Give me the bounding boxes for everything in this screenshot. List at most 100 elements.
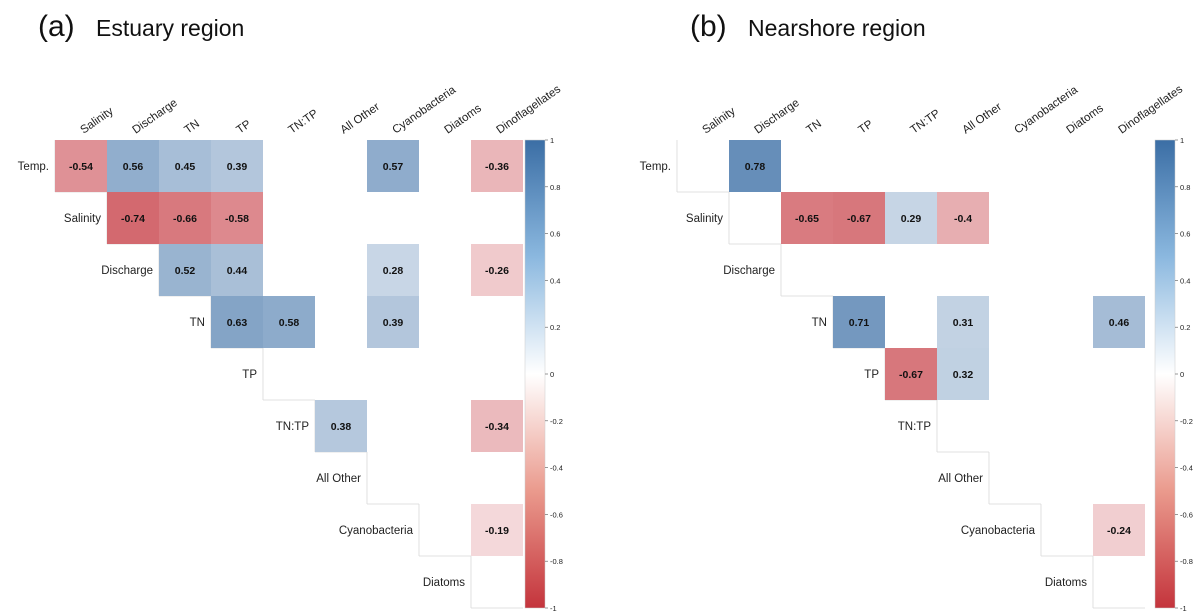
column-label: TN:TP xyxy=(908,107,942,136)
heatmap-cell xyxy=(885,348,937,400)
column-label: Salinity xyxy=(700,105,737,136)
colorbar-tick-label: -0.8 xyxy=(550,557,563,566)
colorbar-tick-label: 1 xyxy=(1180,136,1184,145)
colorbar-tick-label: 0.4 xyxy=(1180,276,1190,285)
heatmap-cell xyxy=(833,296,885,348)
row-label: TN:TP xyxy=(898,421,932,433)
cell-value-label: 0.52 xyxy=(175,265,196,277)
colorbar-tick-label: -0.2 xyxy=(550,417,563,426)
colorbar-tick-label: -0.8 xyxy=(1180,557,1193,566)
colorbar-tick-label: 1 xyxy=(550,136,554,145)
colorbar xyxy=(1154,139,1176,609)
colorbar-tick-label: 0 xyxy=(1180,370,1184,379)
cell-value-label: -0.67 xyxy=(847,213,871,225)
cell-value-label: -0.66 xyxy=(173,213,197,225)
panel-label: (a) xyxy=(38,10,75,43)
colorbar-tick-label: -0.6 xyxy=(550,510,563,519)
cell-value-label: 0.29 xyxy=(901,213,922,225)
cell-value-label: 0.78 xyxy=(745,161,766,173)
colorbar-tick-label: -1 xyxy=(1180,604,1187,613)
cell-value-label: 0.57 xyxy=(383,161,404,173)
row-label: Discharge xyxy=(101,265,153,277)
colorbar-tick-label: 0.6 xyxy=(550,230,560,239)
row-label: TN xyxy=(190,317,205,329)
cell-value-label: 0.39 xyxy=(227,161,248,173)
cell-value-label: 0.58 xyxy=(279,317,300,329)
column-label: TN xyxy=(182,118,201,137)
colorbar-tick-label: -1 xyxy=(550,604,557,613)
column-label: Discharge xyxy=(130,97,179,137)
cell-value-label: -0.36 xyxy=(485,161,509,173)
heatmap-cell xyxy=(315,400,367,452)
cell-value-label: -0.67 xyxy=(899,369,923,381)
cell-value-label: 0.56 xyxy=(123,161,144,173)
row-label: Diatoms xyxy=(1045,577,1087,589)
cell-value-label: -0.65 xyxy=(795,213,819,225)
column-label: TN xyxy=(804,118,823,137)
colorbar-tick-label: 0.8 xyxy=(1180,183,1190,192)
heatmap-cell xyxy=(159,192,211,244)
colorbar-tick-label: -0.6 xyxy=(1180,510,1193,519)
colorbar xyxy=(524,139,546,609)
cell-value-label: 0.71 xyxy=(849,317,870,329)
colorbar-tick-label: 0 xyxy=(550,370,554,379)
cell-value-label: 0.31 xyxy=(953,317,974,329)
heatmap-cell xyxy=(211,140,263,192)
column-label: TP xyxy=(856,118,875,136)
heatmap-cell xyxy=(55,140,107,192)
colorbar-tick-label: 0.2 xyxy=(1180,323,1190,332)
cell-value-label: -0.58 xyxy=(225,213,249,225)
row-label: Salinity xyxy=(64,213,101,225)
cell-value-label: 0.44 xyxy=(227,265,248,277)
colorbar-tick-label: 0.2 xyxy=(550,323,560,332)
column-label: Discharge xyxy=(752,97,801,137)
cell-value-label: -0.26 xyxy=(485,265,509,277)
heatmap-cell xyxy=(1093,296,1145,348)
row-label: All Other xyxy=(938,473,983,485)
row-label: Cyanobacteria xyxy=(339,525,414,537)
column-label: Diatoms xyxy=(1064,102,1106,136)
cell-value-label: 0.38 xyxy=(331,421,352,433)
panel-title: Nearshore region xyxy=(748,15,926,41)
heatmap-cell xyxy=(471,504,523,556)
heatmap-cell xyxy=(937,348,989,400)
column-label: TP xyxy=(234,118,253,136)
heatmap-cell xyxy=(1093,504,1145,556)
column-label: TN:TP xyxy=(286,107,320,136)
row-label: TN:TP xyxy=(276,421,310,433)
colorbar-tick-label: 0.8 xyxy=(550,183,560,192)
heatmap-cell xyxy=(781,192,833,244)
heatmap-cell xyxy=(367,296,419,348)
cell-value-label: -0.54 xyxy=(69,161,93,173)
row-label: TP xyxy=(864,369,879,381)
cell-value-label: -0.34 xyxy=(485,421,509,433)
heatmap-cell xyxy=(937,192,989,244)
column-label: Dinoflagellates xyxy=(494,83,563,136)
row-label: Temp. xyxy=(18,161,49,173)
row-label: All Other xyxy=(316,473,361,485)
colorbar-tick-label: -0.4 xyxy=(550,464,563,473)
heatmap-cell xyxy=(729,140,781,192)
row-label: TN xyxy=(812,317,827,329)
cell-value-label: 0.63 xyxy=(227,317,248,329)
heatmap-cell xyxy=(107,192,159,244)
heatmap-cell xyxy=(885,192,937,244)
cell-value-label: 0.46 xyxy=(1109,317,1130,329)
heatmap-cell xyxy=(159,140,211,192)
cell-value-label: -0.24 xyxy=(1107,525,1131,537)
heatmap-cell xyxy=(107,140,159,192)
heatmap-cell xyxy=(471,400,523,452)
heatmap-cell xyxy=(471,244,523,296)
colorbar-tick-label: 0.6 xyxy=(1180,230,1190,239)
colorbar-tick-label: -0.2 xyxy=(1180,417,1193,426)
heatmap-cell xyxy=(211,244,263,296)
cell-value-label: 0.28 xyxy=(383,265,404,277)
heatmap-cell xyxy=(367,244,419,296)
cell-value-label: -0.4 xyxy=(954,213,972,225)
column-label: All Other xyxy=(338,101,382,137)
heatmap-cell xyxy=(833,192,885,244)
cell-value-label: 0.39 xyxy=(383,317,404,329)
heatmap-cell xyxy=(471,140,523,192)
